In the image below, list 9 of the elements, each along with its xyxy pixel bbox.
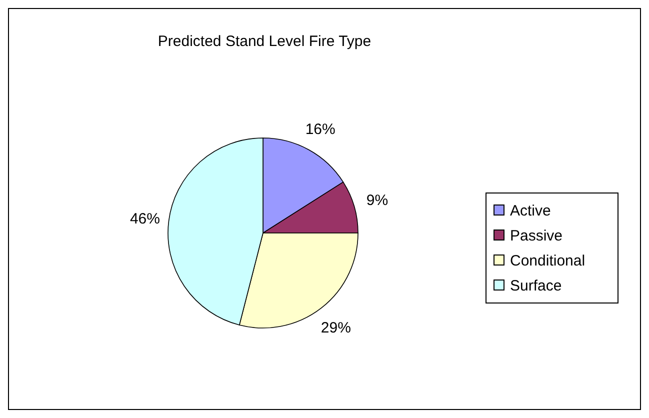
- legend-label: Active: [510, 202, 551, 220]
- legend-label: Passive: [510, 227, 563, 244]
- data-label: 46%: [130, 210, 160, 228]
- chart-title: Predicted Stand Level Fire Type: [158, 33, 372, 50]
- data-label: 16%: [305, 120, 336, 138]
- legend-label: Surface: [510, 277, 562, 294]
- data-label: 9%: [366, 192, 388, 210]
- data-label: 29%: [320, 319, 351, 336]
- legend-label: Conditional: [510, 252, 586, 270]
